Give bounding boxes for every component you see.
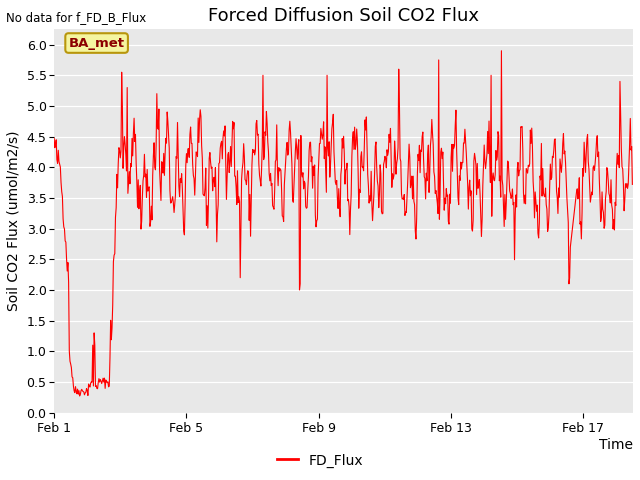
Title: Forced Diffusion Soil CO2 Flux: Forced Diffusion Soil CO2 Flux bbox=[208, 7, 479, 25]
Text: BA_met: BA_met bbox=[68, 36, 125, 49]
Y-axis label: Soil CO2 Flux (umol/m2/s): Soil CO2 Flux (umol/m2/s) bbox=[7, 131, 21, 311]
Legend: FD_Flux: FD_Flux bbox=[271, 448, 369, 473]
Text: No data for f_FD_B_Flux: No data for f_FD_B_Flux bbox=[6, 11, 147, 24]
Text: Time: Time bbox=[599, 438, 633, 452]
